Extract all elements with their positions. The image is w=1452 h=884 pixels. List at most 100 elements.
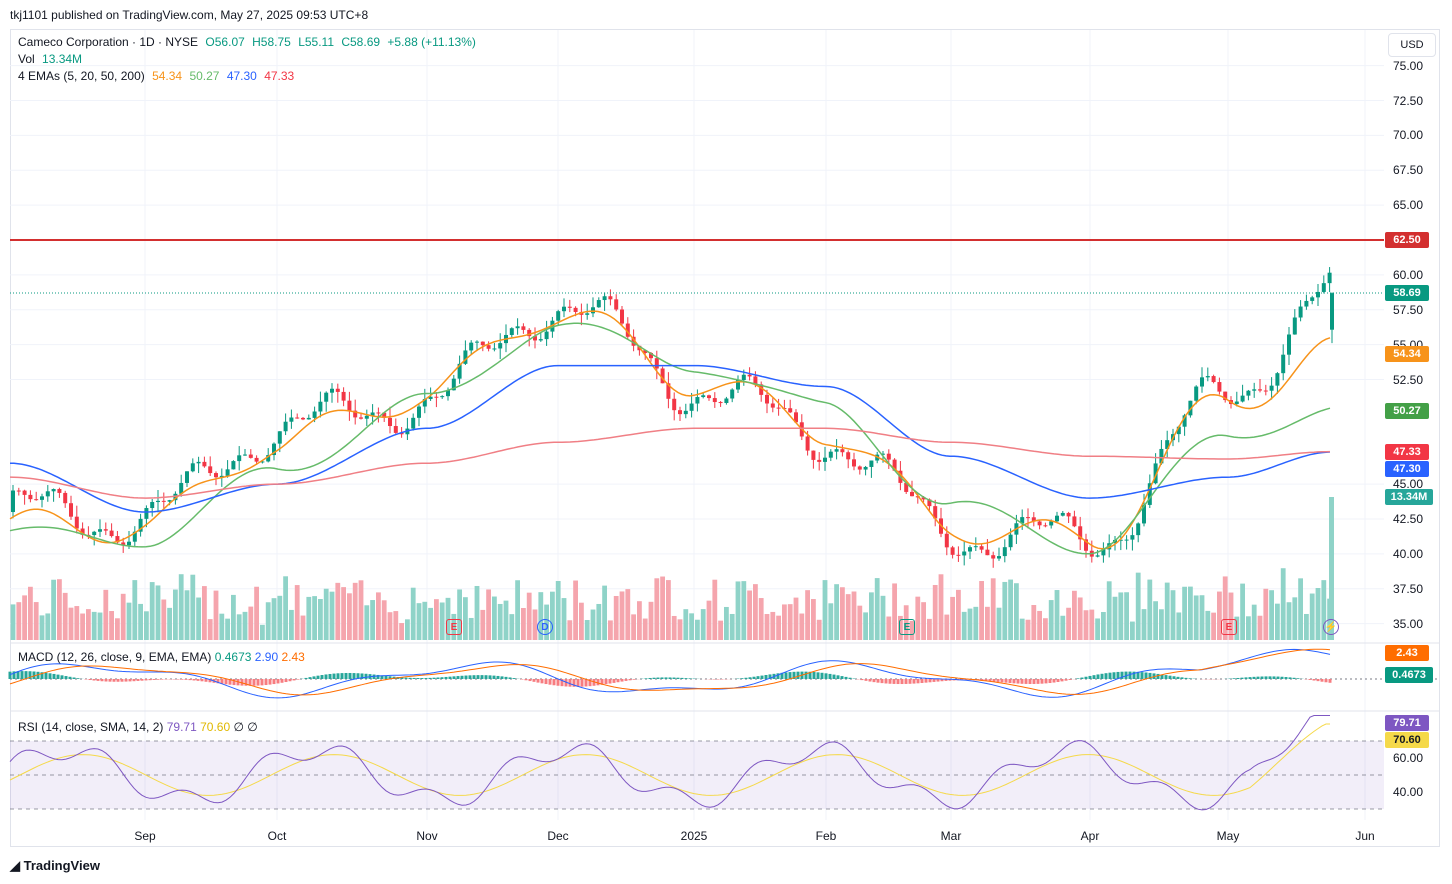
- macd-hist-bar-252: [1016, 679, 1020, 684]
- last-price-tag: 58.69: [1385, 285, 1429, 301]
- volume-bar-66: [393, 611, 399, 640]
- macd-hist-bar-12: [56, 674, 60, 679]
- earnings-badge-3[interactable]: E: [1221, 619, 1237, 635]
- volume-bar-133: [782, 604, 787, 640]
- macd-hist-bar-246: [992, 679, 996, 682]
- candle-body-90: [533, 336, 537, 341]
- volume-bar-163: [956, 589, 961, 640]
- macd-hist-bar-274: [1104, 673, 1108, 679]
- macd-hist-bar-280: [1128, 671, 1132, 679]
- candle-body-47: [283, 421, 288, 432]
- macd-hist-bar-95: [388, 676, 392, 679]
- volume-bar-141: [828, 603, 834, 640]
- macd-hist-bar-170: [688, 678, 692, 679]
- candle-body-1: [16, 490, 21, 492]
- y-tick-label: 37.50: [1393, 581, 1424, 596]
- candle-body-114: [672, 398, 677, 411]
- macd-hist-bar-227: [916, 679, 920, 684]
- volume-bar-207: [1211, 612, 1216, 640]
- candle-body-30: [185, 471, 189, 483]
- volume-bar-38: [231, 594, 236, 640]
- macd-hist-bar-132: [536, 679, 540, 683]
- volume-bar-182: [1066, 607, 1071, 640]
- macd-hist-bar-112: [456, 676, 460, 679]
- volume-bar-189: [1106, 581, 1112, 640]
- candle-body-42: [254, 457, 259, 462]
- candle-body-131: [770, 403, 775, 408]
- candle-body-188: [1101, 549, 1106, 556]
- macd-hist-bar-315: [1268, 676, 1272, 679]
- resistance-tag: 62.50: [1385, 232, 1429, 248]
- macd-hist-bar-163: [660, 677, 664, 679]
- candle-body-100: [591, 307, 595, 314]
- candle-body-77: [457, 363, 462, 379]
- macd-hist-bar-270: [1088, 675, 1092, 679]
- candle-body-183: [1072, 516, 1077, 527]
- volume-bar-100: [590, 609, 596, 640]
- macd-hist-bar-20: [88, 679, 92, 681]
- macd-hist-bar-133: [540, 679, 544, 684]
- volume-bar-53: [318, 599, 323, 640]
- earnings-badge-1[interactable]: E: [446, 619, 462, 635]
- change-value: +5.88 (+11.13%): [387, 35, 476, 49]
- candle-body-25: [156, 500, 160, 503]
- macd-hist-bar-37: [156, 679, 160, 680]
- macd-hist-bar-62: [256, 679, 260, 686]
- macd-hist-bar-135: [548, 679, 552, 685]
- currency-button[interactable]: USD: [1388, 33, 1436, 57]
- macd-line: [9, 648, 1331, 699]
- candle-body-123: [724, 398, 729, 403]
- ema-legend: 4 EMAs (5, 20, 50, 200) 54.34 50.27 47.3…: [18, 69, 298, 83]
- candle-body-38: [231, 461, 236, 470]
- candle-body-51: [306, 417, 311, 420]
- macd-hist-bar-148: [600, 679, 604, 685]
- candle-body-48: [289, 417, 294, 422]
- candle-body-215: [1258, 389, 1262, 391]
- candle-body-201: [1176, 426, 1181, 435]
- macd-hist-bar-265: [1068, 679, 1072, 680]
- volume-bar-124: [729, 613, 735, 640]
- candle-body-117: [689, 403, 694, 411]
- volume-bar-107: [631, 614, 636, 640]
- ema50-tag: 47.30: [1385, 461, 1429, 477]
- rsi-tag: 79.71: [1385, 715, 1429, 731]
- macd-hist-bar-288: [1160, 674, 1164, 679]
- volume-bar-23: [144, 611, 149, 640]
- macd-hist-bar-77: [316, 675, 320, 679]
- volume-bar-78: [463, 597, 468, 640]
- volume-bar-226: [1321, 580, 1327, 640]
- volume-bar-28: [173, 589, 178, 640]
- candle-body-157: [921, 497, 926, 500]
- grid: [10, 30, 1384, 820]
- candle-body-216: [1263, 390, 1268, 392]
- volume-bar-177: [1037, 610, 1042, 640]
- volume-bar-215: [1257, 615, 1263, 640]
- volume-bar-134: [787, 604, 793, 640]
- macd-hist-bar-154: [624, 679, 628, 681]
- volume-bar-41: [248, 606, 254, 640]
- candle-body-64: [382, 412, 387, 418]
- y-tick-label: 75.00: [1393, 58, 1424, 73]
- macd-hist-bar-230: [928, 679, 932, 683]
- macd-hist-bar-307: [1236, 677, 1240, 679]
- candle-body-191: [1118, 539, 1123, 541]
- candle-body-107: [631, 336, 636, 346]
- volume-bar-33: [202, 586, 207, 640]
- macd-hist-bar-122: [496, 675, 500, 679]
- macd-hist-bar-325: [1308, 679, 1312, 680]
- flash-icon[interactable]: ⚡: [1323, 619, 1339, 635]
- volume-bar-135: [793, 597, 799, 640]
- macd-hist-bar-32: [136, 679, 140, 681]
- volume-bar-46: [277, 595, 283, 640]
- macd-hist-bar-306: [1232, 678, 1236, 679]
- tradingview-logo[interactable]: ◢ TradingView: [10, 858, 100, 874]
- volume-bar-34: [207, 619, 213, 640]
- candle-body-40: [243, 454, 247, 456]
- volume-bar-12: [80, 613, 85, 640]
- earnings-badge-2[interactable]: E: [899, 619, 915, 635]
- volume-bar-52: [312, 596, 317, 640]
- chart-frame[interactable]: [10, 29, 1440, 847]
- macd-hist-bar-140: [568, 679, 572, 687]
- dividend-badge[interactable]: D: [537, 619, 553, 635]
